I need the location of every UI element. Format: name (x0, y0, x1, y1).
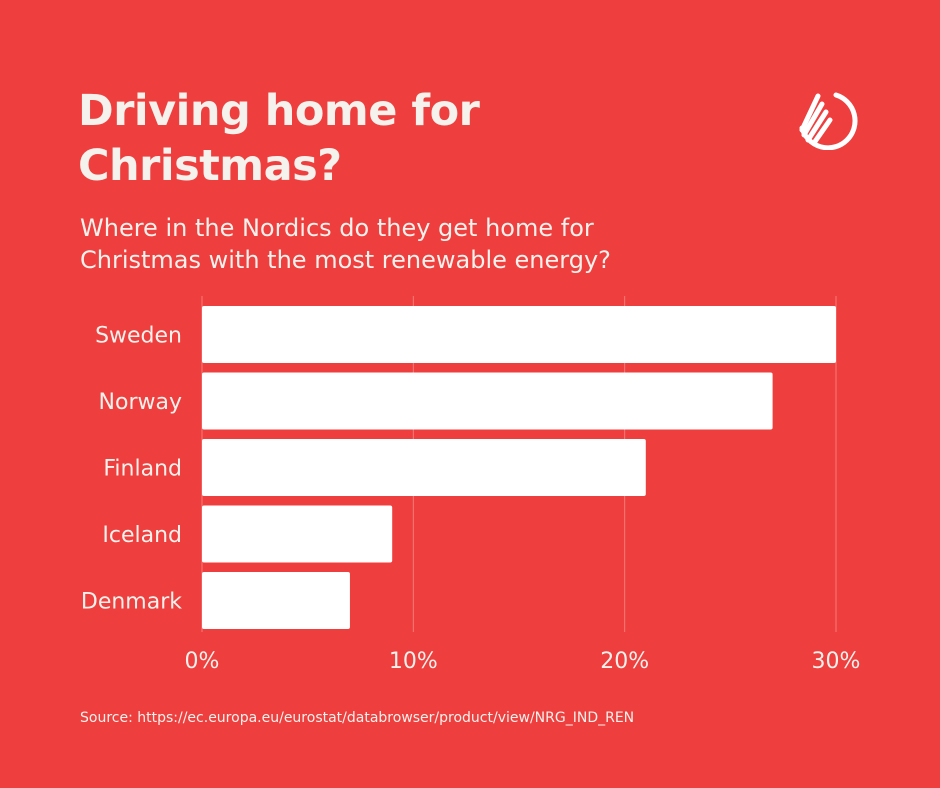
category-label-denmark: Denmark (81, 590, 182, 615)
x-tick-label-1: 10% (389, 649, 438, 674)
category-label-norway: Norway (99, 390, 182, 415)
nordic-swan-logo-icon (799, 92, 858, 150)
bar-finland (202, 439, 646, 496)
category-label-sweden: Sweden (95, 324, 182, 349)
category-label-finland: Finland (103, 457, 182, 482)
source-note: Source: https://ec.europa.eu/eurostat/da… (80, 710, 635, 726)
title-line-1: Driving home for (78, 86, 480, 136)
x-tick-label-0: 0% (185, 649, 220, 674)
bar-chart: Sweden Norway Finland Iceland Denmark 0% 10% 20… (81, 296, 861, 674)
title-line-2: Christmas? (78, 141, 342, 191)
x-tick-label-2: 20% (600, 649, 649, 674)
category-label-iceland: Iceland (102, 523, 182, 548)
bar-sweden (202, 306, 836, 363)
chart-subtitle: Where in the Nordics do they get home fo… (80, 212, 780, 276)
bar-norway (202, 372, 773, 430)
bar-iceland (202, 505, 393, 563)
subtitle-line-2: Christmas with the most renewable energy… (80, 246, 611, 274)
chart-title: Driving home for Christmas? (78, 84, 718, 194)
subtitle-line-1: Where in the Nordics do they get home fo… (80, 214, 594, 242)
bar-denmark (202, 572, 350, 629)
x-tick-label-3: 30% (812, 649, 861, 674)
